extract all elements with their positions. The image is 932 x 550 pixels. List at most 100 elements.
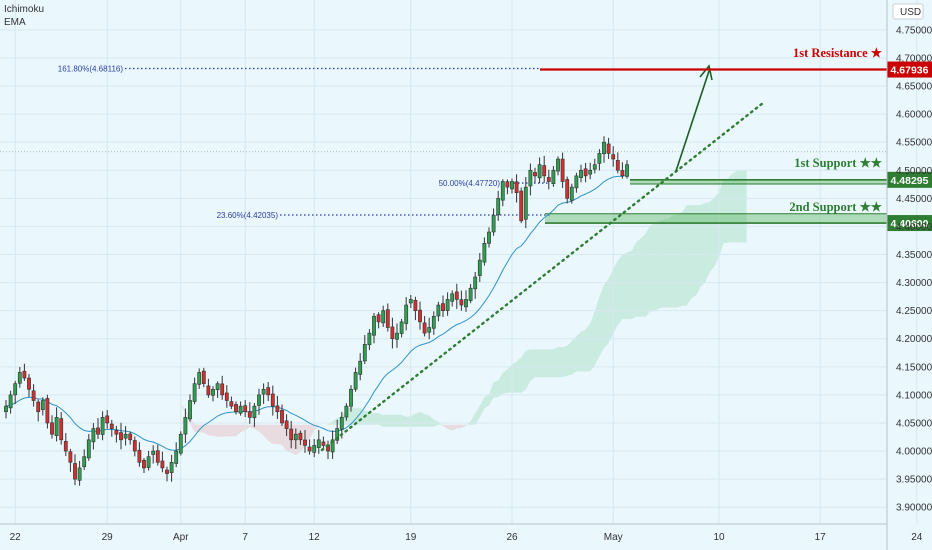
candle-body	[579, 169, 583, 178]
price-axis[interactable]: 4.75000 4.70000 4.65000 4.60000 4.55000 4.500…	[886, 0, 932, 550]
cloud-segment	[180, 404, 186, 413]
ema-path	[5, 174, 628, 451]
y-tick-label: 4.55000	[896, 138, 932, 149]
candle	[404, 297, 409, 331]
candle	[464, 290, 468, 312]
y-tick-label: 4.10000	[896, 390, 932, 401]
cloud-segment	[420, 411, 425, 427]
candle-body	[266, 387, 271, 396]
candle	[473, 271, 478, 299]
candle	[358, 353, 363, 381]
candle	[257, 388, 261, 415]
x-tick-label: 19	[405, 532, 417, 543]
candle	[565, 176, 570, 204]
price-tag-bg	[887, 215, 932, 232]
cloud-segment	[392, 414, 397, 427]
candle-body	[183, 417, 188, 435]
cloud-segment	[548, 349, 554, 378]
candle-body	[611, 154, 616, 160]
cloud-segment	[567, 341, 572, 376]
cloud-segment	[732, 170, 738, 243]
candle-body	[206, 385, 211, 396]
candle	[510, 178, 514, 194]
x-tick-label: 10	[713, 532, 725, 543]
y-tick-label: 4.40000	[896, 222, 932, 233]
fib-label: 23.60%(4.42035)	[217, 211, 279, 220]
candle	[330, 430, 335, 459]
y-tick-label: 4.50000	[896, 166, 932, 177]
candle	[500, 179, 505, 207]
candle	[36, 399, 41, 422]
cloud-segment	[263, 424, 269, 441]
candle	[105, 410, 110, 429]
cloud-segment	[525, 349, 531, 390]
candle-body	[298, 432, 303, 441]
candle	[487, 227, 491, 248]
candle	[344, 403, 349, 421]
candle	[247, 402, 252, 424]
support-title: 2nd Support ★★	[789, 200, 882, 214]
y-tick-label: 4.15000	[896, 362, 932, 373]
candle	[441, 295, 445, 318]
cloud-segment	[539, 349, 545, 378]
support-zone-2	[545, 213, 887, 224]
candle	[123, 426, 128, 446]
candle	[335, 419, 340, 444]
candle	[321, 436, 326, 450]
projection-arrow	[675, 64, 713, 172]
candle-body	[321, 441, 326, 446]
candle	[206, 378, 211, 398]
candle-body	[427, 327, 432, 333]
cloud-segment	[700, 203, 706, 287]
indicator-ichimoku-label[interactable]: Ichimoku	[4, 4, 45, 15]
candle-body	[422, 322, 427, 334]
candle-body	[238, 405, 243, 414]
candle-body	[367, 332, 372, 346]
cloud-segment	[493, 380, 499, 398]
candle-body	[252, 405, 257, 419]
cloud-segment	[222, 424, 227, 437]
candle-body	[330, 439, 335, 453]
candle-body	[376, 314, 381, 323]
cloud-segment	[590, 311, 595, 372]
x-tick-label: 22	[10, 532, 22, 543]
cloud-segment	[387, 414, 393, 427]
cloud-segment	[562, 345, 568, 378]
support-zone-1	[630, 179, 887, 185]
cloud-segment	[608, 269, 614, 344]
cloud-segment	[190, 417, 195, 433]
time-axis[interactable]: 22 29 Apr 7 12 19 26 May 10 17 24	[0, 523, 923, 543]
candle	[468, 284, 473, 304]
cloud-segment	[617, 254, 623, 326]
cloud-segment	[507, 364, 512, 393]
price-tag-value: 4.40600	[891, 218, 929, 230]
candle-body	[418, 309, 422, 323]
candle-body	[50, 422, 54, 435]
cloud-segment	[654, 220, 660, 312]
ascending-trendline	[320, 101, 765, 452]
candle-body	[615, 160, 620, 171]
candle	[220, 375, 225, 400]
candle-body	[77, 467, 82, 481]
cloud-segment	[719, 180, 724, 257]
candle	[367, 329, 372, 351]
candle	[505, 179, 510, 195]
indicator-ema-label[interactable]: EMA	[4, 17, 26, 28]
candle	[611, 146, 616, 167]
candle	[183, 408, 188, 443]
price-tag-bg	[887, 171, 932, 188]
cloud-segment	[742, 169, 747, 243]
cloud-segment	[558, 347, 563, 378]
y-tick-label: 4.70000	[896, 53, 932, 64]
candle-body	[307, 446, 312, 452]
candle	[234, 401, 238, 415]
cloud-segment	[691, 205, 696, 299]
candle-body	[280, 409, 284, 424]
grid	[0, 0, 918, 524]
y-tick-label: 4.60000	[896, 110, 932, 121]
candle	[514, 174, 519, 203]
fib-label: 50.00%(4.47720)	[439, 179, 501, 188]
cloud-segment	[737, 170, 742, 243]
candle	[385, 303, 390, 332]
